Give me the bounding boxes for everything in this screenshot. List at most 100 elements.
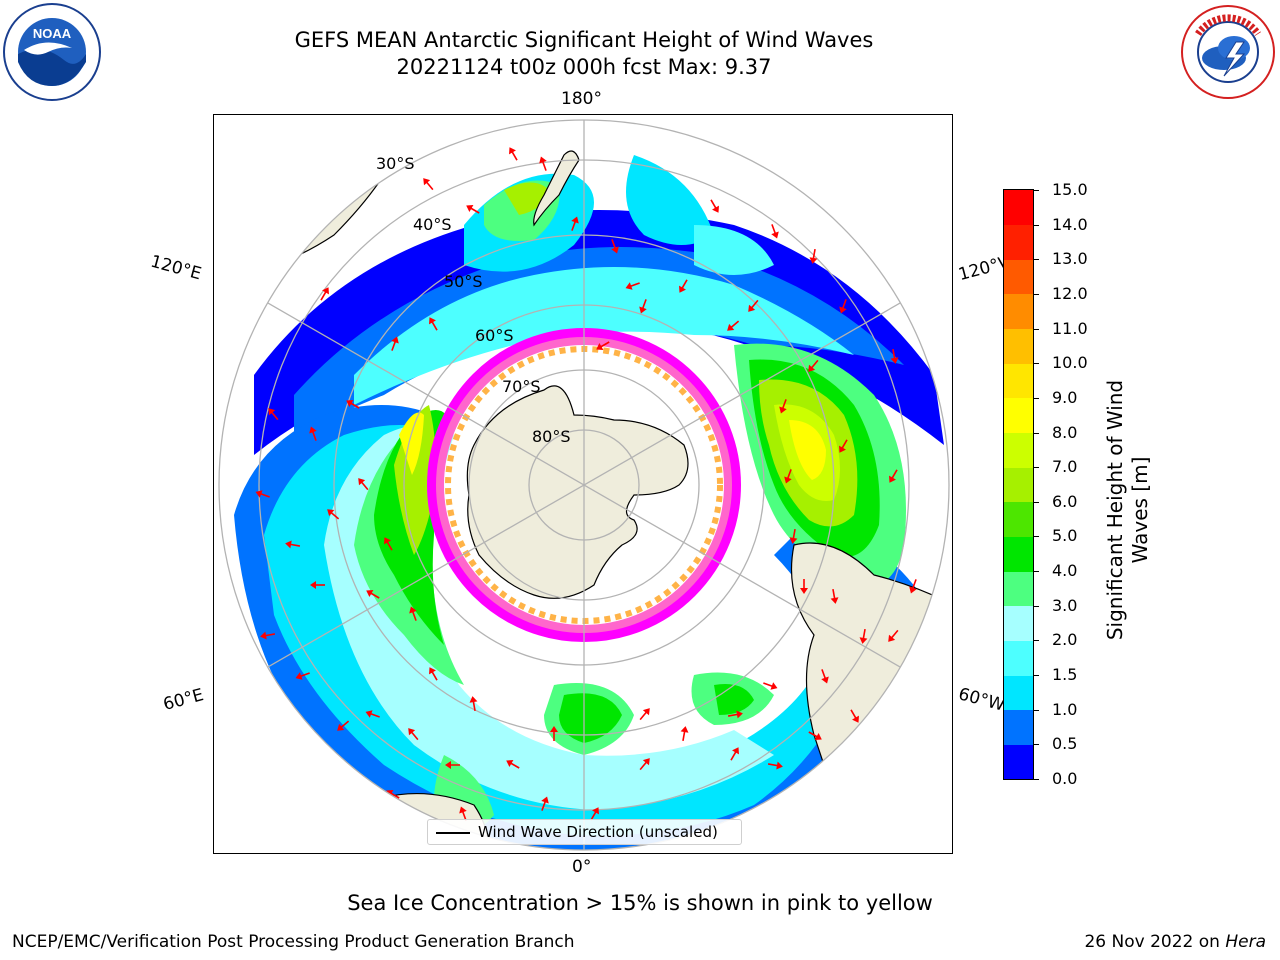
longitude-label-60w: 60°W — [956, 684, 1007, 716]
colorbar-tick-label: 0.5 — [1032, 735, 1077, 753]
wind-wave-arrow — [800, 579, 808, 594]
lat-label-30s: 30°S — [376, 154, 415, 173]
wind-wave-arrow — [260, 631, 276, 640]
wind-wave-arrow — [611, 239, 619, 254]
wind-wave-arrow — [839, 439, 848, 453]
colorbar-segment — [1004, 536, 1033, 572]
wind-wave-arrow — [429, 667, 438, 681]
wind-wave-arrow — [830, 588, 839, 604]
wind-wave-arrow — [409, 606, 417, 621]
colorbar-segment — [1004, 363, 1033, 399]
wind-wave-arrow — [550, 726, 558, 741]
colorbar-segment — [1004, 709, 1033, 745]
chart-subtitle: 20221124 t00z 000h fcst Max: 9.37 — [396, 55, 772, 79]
colorbar-segment — [1004, 432, 1033, 468]
colorbar-label-line1: Significant Height of Wind — [1103, 379, 1127, 641]
wind-wave-arrow — [839, 299, 847, 314]
colorbar-segment — [1004, 605, 1033, 641]
wind-wave-arrow — [295, 672, 310, 680]
wind-wave-arrow — [310, 581, 325, 589]
colorbar-tick-label: 1.0 — [1032, 700, 1077, 719]
wind-wave-arrow — [423, 178, 434, 191]
wind-wave-arrow — [850, 709, 859, 723]
wind-wave-arrow — [771, 224, 779, 239]
colorbar-segment — [1004, 224, 1033, 260]
colorbar-tick-label: 2.0 — [1032, 631, 1077, 649]
wind-wave-arrow — [590, 807, 599, 821]
wind-wave-arrow — [327, 509, 340, 520]
wind-wave-arrow — [639, 708, 650, 721]
noaa-logo-icon: NOAA — [3, 3, 101, 101]
lat-label-40s: 40°S — [413, 215, 452, 234]
india-landmass — [219, 733, 237, 837]
polar-map-canvas: 30°S 40°S 50°S 60°S 70°S 80°S — [218, 119, 950, 851]
lat-label-50s: 50°S — [444, 272, 483, 291]
graticule — [219, 120, 949, 850]
wind-wave-arrow — [808, 359, 819, 372]
wind-wave-arrow — [384, 537, 393, 551]
map-legend: Wind Wave Direction (unscaled) — [427, 819, 742, 845]
colorbar-label: Significant Height of Wind Waves [m] — [1103, 300, 1153, 720]
wind-wave-arrow — [459, 806, 467, 821]
wind-wave-arrow — [730, 747, 739, 761]
run-date: 26 Nov 2022 on Hera — [1084, 932, 1266, 952]
wind-wave-arrow — [255, 490, 270, 498]
lat-label-70s: 70°S — [502, 377, 541, 396]
wind-wave-arrow — [391, 336, 399, 351]
wind-wave-arrow — [763, 682, 778, 690]
legend-label: Wind Wave Direction (unscaled) — [478, 823, 718, 841]
wind-wave-arrow — [789, 528, 798, 544]
wind-wave-arrow — [639, 758, 650, 771]
wind-wave-arrow — [571, 216, 579, 231]
colorbar-tick-label: 10.0 — [1033, 354, 1088, 372]
colorbar-tick-label: 1.5 — [1032, 666, 1077, 684]
wind-wave-arrow — [748, 299, 759, 312]
colorbar-tick-label: 9.0 — [1032, 388, 1077, 407]
colorbar-segment — [1004, 571, 1033, 607]
wind-wave-arrow — [408, 728, 419, 741]
longitude-label-60e: 60°E — [161, 685, 206, 715]
madagascar-landmass — [268, 766, 300, 816]
colorbar-tick-label: 12.0 — [1033, 284, 1088, 303]
wave-height-field — [234, 155, 944, 850]
longitude-label-180: 180° — [561, 89, 602, 109]
wind-wave-arrow — [859, 628, 868, 644]
colorbar-tick-label: 5.0 — [1032, 527, 1077, 545]
new-zealand-landmass — [533, 150, 580, 227]
colorbar-tick-label: 6.0 — [1032, 492, 1077, 511]
colorbar-tick-label: 11.0 — [1033, 319, 1088, 338]
wind-wave-arrow — [429, 317, 438, 331]
colorbar-segment — [1004, 190, 1033, 226]
wind-wave-arrow — [727, 710, 743, 719]
wind-wave-arrow — [767, 761, 783, 770]
colorbar-segment — [1004, 675, 1033, 711]
wind-wave-arrow — [337, 720, 350, 731]
wind-wave-arrow — [596, 341, 610, 350]
sea-ice-note: Sea Ice Concentration > 15% is shown in … — [347, 891, 933, 915]
colorbar-segment — [1004, 744, 1033, 780]
longitude-label-120e: 120°E — [148, 251, 204, 285]
colorbar-tick-label: 7.0 — [1032, 458, 1077, 476]
wind-wave-arrow — [509, 147, 518, 161]
colorbar-tick-label: 3.0 — [1032, 596, 1077, 615]
wind-wave-arrow — [727, 320, 740, 331]
wind-wave-arrow — [821, 669, 829, 684]
colorbar-segment — [1004, 259, 1033, 295]
wind-wave-arrow — [784, 469, 792, 484]
longitude-label-0: 0° — [572, 857, 592, 877]
colorbar-segment — [1004, 501, 1033, 537]
colorbar-label-line2: Waves [m] — [1128, 456, 1152, 564]
wind-wave-arrow — [639, 299, 647, 314]
colorbar — [1003, 189, 1034, 780]
wind-wave-arrow — [309, 426, 317, 441]
wind-wave-arrow — [366, 590, 380, 599]
wind-wave-arrow — [358, 478, 369, 491]
colorbar-tick-label: 4.0 — [1032, 562, 1077, 580]
wind-wave-arrow — [909, 579, 917, 594]
wind-wave-arrow — [346, 400, 360, 409]
wind-wave-arrow — [710, 199, 719, 213]
wind-wave-arrow — [808, 731, 822, 740]
legend-line-icon — [436, 832, 470, 834]
colorbar-segment — [1004, 467, 1033, 503]
wind-wave-arrow — [680, 726, 689, 742]
